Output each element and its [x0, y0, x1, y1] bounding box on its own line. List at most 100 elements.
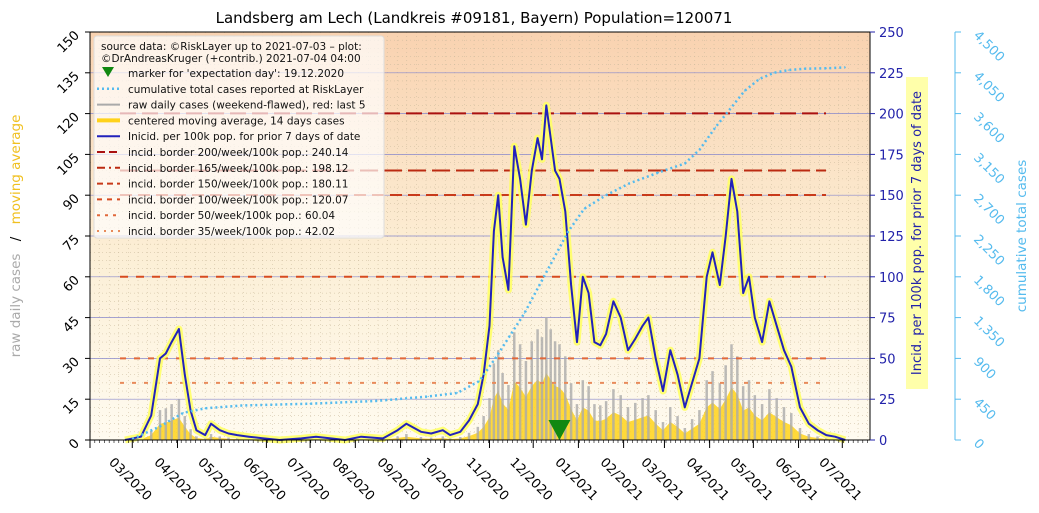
incidence-point: [178, 328, 180, 330]
cumulative-point: [131, 438, 133, 440]
right-tick-label: 50: [879, 352, 896, 367]
legend-entry: incid. border 150/week/100k pop.: 180.11: [128, 179, 348, 191]
incidence-point: [420, 431, 422, 433]
cumulative-point: [427, 395, 429, 398]
incidence-point: [634, 338, 636, 340]
left-tick-label: 15: [61, 395, 83, 417]
x-tick-label: 03/2021: [638, 455, 687, 504]
legend-entry: incid. border 50/week/100k pop.: 60.04: [128, 210, 335, 222]
left-axis-label-sep: /: [8, 236, 24, 241]
x-tick-label: 05/2021: [727, 455, 776, 504]
left-tick-label: 45: [61, 314, 83, 336]
cumulative-point: [758, 78, 760, 80]
incidence-point: [730, 178, 733, 180]
incidence-point: [706, 276, 708, 278]
incidence-point: [541, 158, 543, 160]
incidence-point: [691, 382, 693, 384]
incidence-point: [513, 145, 515, 147]
incidence-point: [204, 434, 206, 436]
x-tick-label: 04/2020: [151, 455, 200, 504]
cumulative-point: [787, 69, 789, 71]
incidence-point: [140, 436, 142, 438]
incidence-point: [171, 341, 173, 343]
right-tick-label: 125: [879, 230, 904, 245]
legend-box: [93, 35, 385, 239]
legend-source-line2: ©DrAndreasKruger (+contrib.) 2021-07-04 …: [101, 53, 361, 65]
cumulative-point: [583, 208, 585, 210]
incidence-point: [150, 414, 152, 417]
cumulative-point: [241, 404, 243, 407]
incidence-point: [736, 210, 738, 213]
incidence-point: [588, 292, 590, 294]
cumulative-point: [553, 258, 555, 260]
incidence-point: [165, 352, 167, 355]
incidence-point: [790, 365, 792, 368]
incidence-point: [570, 284, 572, 286]
legend-entry: cumulative total cases reported at RiskL…: [128, 84, 364, 96]
cumulative-point: [523, 312, 526, 314]
incidence-point: [719, 284, 721, 286]
left-tick-label: 150: [55, 28, 83, 56]
cumulative-point: [159, 425, 161, 427]
incidence-point: [799, 406, 801, 408]
incidence-point: [360, 436, 362, 438]
legend-entry: incid. border 165/week/100k pop.: 198.12: [128, 163, 348, 175]
x-tick-label: 02/2021: [597, 455, 646, 504]
incidence-point: [655, 357, 657, 359]
legend-source-line1: source data: ©RiskLayer up to 2021-07-03…: [101, 41, 362, 53]
incidence-point: [405, 423, 407, 425]
incidence-point: [698, 357, 701, 359]
x-tick-label: 06/2021: [772, 455, 821, 504]
cumulative-point: [605, 194, 607, 196]
right-tick-label: 25: [879, 393, 896, 408]
incidence-point: [545, 104, 547, 107]
cumulative-point: [628, 182, 631, 185]
cumulative-point: [478, 380, 480, 382]
right-tick-label: 75: [879, 312, 896, 327]
legend-entry: marker for 'expectation day': 19.12.2020: [128, 68, 344, 80]
cumulative-point: [744, 90, 746, 92]
cumulative-point: [182, 412, 184, 414]
incidence-point: [768, 300, 771, 302]
incidence-point: [442, 429, 444, 431]
left-axis-label-raw: raw daily cases: [8, 254, 24, 358]
incidence-point: [725, 235, 727, 237]
right-tick-label: 225: [879, 67, 904, 82]
left-tick-label: 30: [61, 355, 83, 377]
cumulative-point: [509, 335, 511, 337]
incidence-point: [576, 341, 578, 343]
series-lines: [124, 66, 847, 444]
x-tick-label: 08/2020: [329, 455, 378, 504]
incidence-point: [641, 325, 644, 327]
incidence-point: [210, 423, 212, 425]
legend-entry: raw daily cases (weekend-flawed), red: l…: [128, 100, 366, 112]
incidence-point: [676, 374, 679, 376]
incidence-point: [582, 276, 584, 278]
incidence-point: [612, 300, 615, 302]
cumulative-point: [803, 68, 805, 70]
incidence-point: [662, 390, 664, 392]
incidence-point: [647, 317, 649, 319]
incidence-point: [742, 292, 744, 294]
far-right-tick-label: 1,800: [970, 273, 1007, 310]
incidence-point: [550, 137, 552, 139]
far-right-tick-label: 2,250: [970, 232, 1007, 269]
far-right-tick-label: 4,050: [970, 69, 1007, 106]
far-right-tick-label: 900: [970, 355, 998, 383]
left-tick-label: 120: [55, 110, 83, 138]
cumulative-point: [844, 66, 846, 68]
far-right-tick-label: 0: [970, 436, 986, 452]
incidence-point: [558, 178, 561, 180]
incidence-point: [315, 436, 317, 438]
incidence-point: [776, 325, 778, 327]
cumulative-point: [657, 171, 660, 174]
left-tick-label: 105: [55, 151, 83, 179]
far-right-tick-label: 2,700: [970, 191, 1007, 228]
legend-entry: incid. border 35/week/100k pop.: 42.02: [128, 226, 335, 238]
incidence-point: [507, 289, 510, 291]
incidence-point: [227, 432, 230, 435]
svg-text:raw daily cases /: raw daily cases / moving average: [8, 115, 24, 358]
cumulative-point: [375, 400, 377, 402]
x-tick-label: 10/2020: [417, 455, 466, 504]
